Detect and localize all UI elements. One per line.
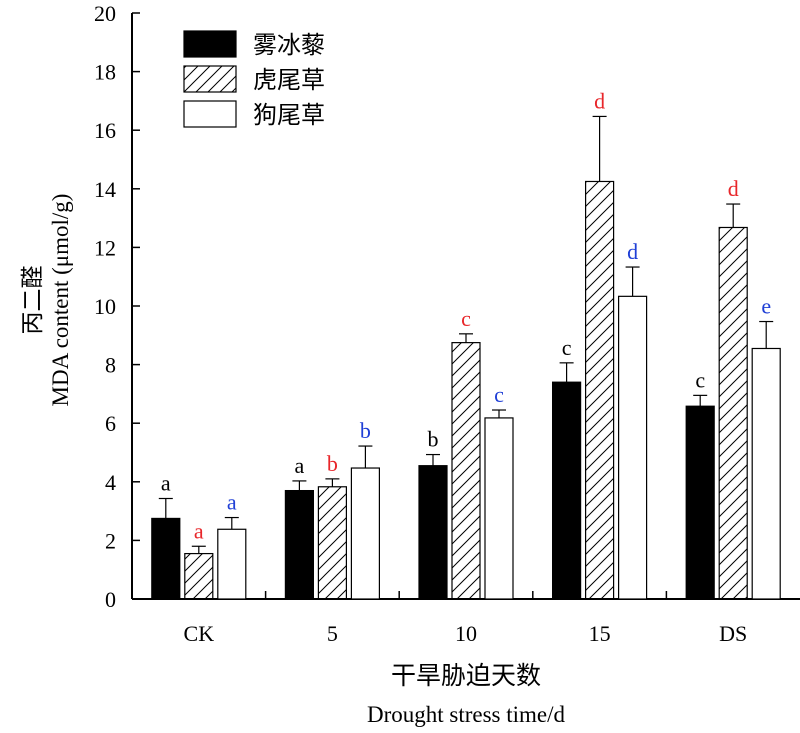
y-tick-label: 0 bbox=[105, 587, 116, 612]
significance-letter: d bbox=[627, 239, 638, 264]
y-tick-label: 4 bbox=[105, 470, 116, 495]
significance-letter: a bbox=[295, 453, 305, 478]
legend-label: 狗尾草 bbox=[253, 102, 325, 129]
bar bbox=[551, 381, 582, 600]
x-tick-label: 5 bbox=[327, 621, 338, 646]
legend-label: 雾冰藜 bbox=[253, 32, 325, 59]
bar bbox=[350, 467, 380, 600]
significance-letter: b bbox=[428, 427, 439, 452]
bar bbox=[751, 347, 781, 600]
bar bbox=[718, 226, 748, 600]
bar bbox=[184, 552, 214, 600]
legend-swatch bbox=[183, 100, 237, 128]
bar bbox=[685, 405, 715, 600]
significance-letter: c bbox=[494, 382, 504, 407]
bar bbox=[418, 465, 448, 600]
significance-letter: e bbox=[761, 294, 771, 319]
x-tick-label: 10 bbox=[455, 621, 477, 646]
significance-letter: d bbox=[728, 176, 739, 201]
y-tick-label: 6 bbox=[105, 411, 116, 436]
x-tick-label: 15 bbox=[589, 621, 611, 646]
significance-letter: b bbox=[360, 418, 371, 443]
plot-area: 0 2 4 6 8 10 12 14 16 18 20 CK 5 10 15 DS bbox=[94, 1, 800, 646]
x-axis-title-en: Drought stress time/d bbox=[367, 702, 566, 727]
significance-letter: a bbox=[161, 471, 171, 496]
significance-letter: c bbox=[461, 306, 471, 331]
significance-letter: c bbox=[695, 367, 705, 392]
y-tick-label: 8 bbox=[105, 353, 116, 378]
x-tick-label: DS bbox=[719, 621, 747, 646]
y-axis-title-en: MDA content (μmol/g) bbox=[48, 194, 73, 407]
bar bbox=[217, 528, 247, 600]
y-tick-label: 10 bbox=[94, 294, 116, 319]
bar bbox=[284, 489, 314, 600]
y-axis-title: 丙二醛 MDA content (μmol/g) bbox=[20, 194, 73, 407]
bar bbox=[617, 295, 648, 600]
x-axis-title-cn: 干旱胁迫天数 bbox=[391, 662, 541, 690]
significance-letter: b bbox=[327, 451, 338, 476]
y-tick-label: 12 bbox=[94, 235, 116, 260]
significance-letter: d bbox=[594, 88, 605, 113]
y-tick-label: 14 bbox=[94, 177, 116, 202]
significance-letter: a bbox=[194, 518, 204, 543]
legend-swatch bbox=[183, 30, 237, 58]
bar bbox=[584, 180, 615, 600]
significance-letter: c bbox=[562, 335, 572, 360]
y-axis-title-cn: 丙二醛 bbox=[20, 266, 45, 335]
y-tick-label: 20 bbox=[94, 1, 116, 26]
y-tick-label: 18 bbox=[94, 60, 116, 85]
y-tick-label: 2 bbox=[105, 528, 116, 553]
legend-swatch bbox=[183, 65, 237, 93]
bar bbox=[317, 486, 347, 600]
bar bbox=[484, 417, 514, 600]
legend-label: 虎尾草 bbox=[253, 67, 325, 94]
y-tick-label: 16 bbox=[94, 118, 116, 143]
bar bbox=[151, 517, 181, 600]
bar bbox=[451, 342, 481, 600]
significance-letter: a bbox=[227, 490, 237, 515]
x-tick-label: CK bbox=[184, 621, 215, 646]
